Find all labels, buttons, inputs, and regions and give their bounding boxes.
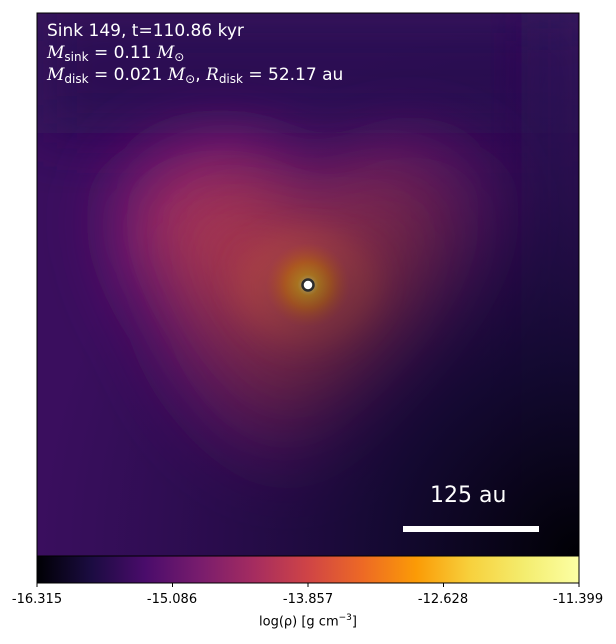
colorbar-tick-label: -16.315 xyxy=(11,592,63,607)
colorbar xyxy=(36,555,580,584)
colorbar-tick-label: -12.628 xyxy=(417,592,469,607)
colorbar-tick-label: -11.399 xyxy=(552,592,604,607)
sink-mass: Msink = 0.11 M⊙ xyxy=(47,43,185,64)
scale-bar-label: 125 au xyxy=(430,483,507,508)
sink-info: Sink 149, t=110.86 kyr xyxy=(47,21,244,42)
disk-properties: Mdisk = 0.021 M⊙, Rdisk = 52.17 au xyxy=(47,65,344,86)
density-map xyxy=(37,13,579,556)
colorbar-ticks xyxy=(36,583,580,587)
colorbar-tick-label: -13.857 xyxy=(282,592,334,607)
scale-bar xyxy=(403,526,539,532)
sink-particle-icon xyxy=(301,278,315,292)
colorbar-label: log(ρ) [g cm−3] xyxy=(259,613,357,630)
sink-title: Sink 149, t=110.86 kyr xyxy=(47,21,244,41)
colorbar-tick-label: -15.086 xyxy=(146,592,198,607)
